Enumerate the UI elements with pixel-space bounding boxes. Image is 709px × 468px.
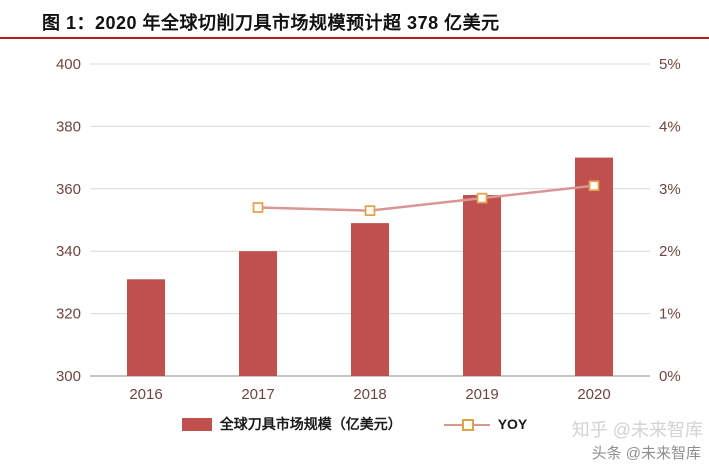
bar-series-label: 全球刀具市场规模（亿美元） — [219, 416, 402, 432]
x-axis-label: 2016 — [129, 386, 162, 403]
chart-canvas: 300 320 340 360 380 400 0% 1% 2% 3% 4% 5% 2016 2017 20… — [56, 56, 681, 403]
line-series-marker — [461, 418, 474, 431]
right-axis-tick: 0% — [659, 368, 681, 385]
legend-item-yoy: YOY — [443, 416, 528, 432]
left-axis-tick: 380 — [56, 118, 81, 135]
yoy-line — [257, 184, 595, 212]
title-underline — [0, 37, 709, 39]
bar-series-swatch — [181, 417, 212, 431]
yoy-marker — [588, 180, 600, 192]
bar-2018 — [351, 223, 389, 376]
left-axis-tick: 400 — [56, 56, 81, 73]
left-axis-tick: 300 — [56, 368, 81, 385]
right-axis-tick: 5% — [659, 56, 681, 73]
right-axis-tick: 4% — [659, 118, 681, 135]
x-axis-label: 2017 — [241, 386, 274, 403]
left-axis-tick: 320 — [56, 306, 81, 323]
left-axis-tick: 360 — [56, 181, 81, 198]
bar-2016 — [127, 279, 165, 376]
x-axis-label: 2018 — [353, 386, 386, 403]
chart-title: 图 1：2020 年全球切削刀具市场规模预计超 378 亿美元 — [42, 13, 500, 33]
watermark-toutiao: 头条 @未来智库 — [591, 445, 701, 462]
line-series-swatch — [443, 418, 490, 431]
line-series-label: YOY — [497, 416, 528, 432]
yoy-marker — [476, 192, 488, 204]
legend-item-market-size: 全球刀具市场规模（亿美元） — [181, 414, 402, 434]
left-axis-tick: 340 — [56, 243, 81, 260]
watermark-zhihu: 知乎 @未来智库 — [571, 420, 703, 440]
right-axis-tick: 2% — [659, 243, 681, 260]
x-axis-label: 2019 — [465, 386, 498, 403]
x-axis-label: 2020 — [577, 386, 610, 403]
bar-2019 — [463, 195, 501, 376]
right-axis-tick: 3% — [659, 181, 681, 198]
yoy-marker — [252, 202, 264, 213]
legend: 全球刀具市场规模（亿美元） YOY — [0, 414, 709, 434]
bar-2020 — [575, 157, 613, 376]
bar-2017 — [239, 251, 277, 376]
yoy-marker — [364, 205, 376, 216]
right-axis-tick: 1% — [659, 306, 681, 323]
